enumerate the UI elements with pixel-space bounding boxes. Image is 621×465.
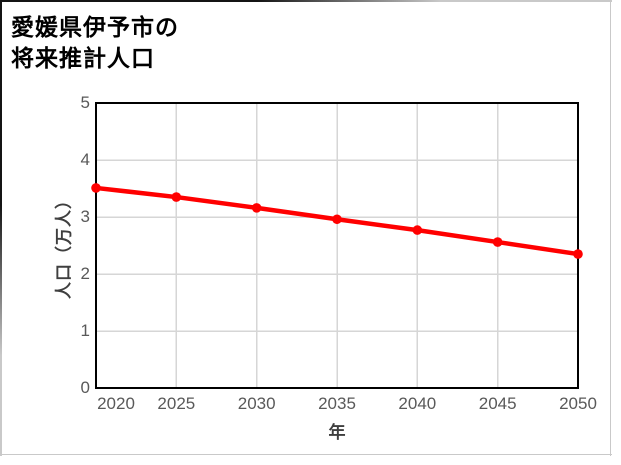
widget-border-left xyxy=(0,0,2,456)
y-tick-label-5: 5 xyxy=(80,93,90,112)
y-tick-label-3: 3 xyxy=(80,207,90,226)
x-tick-label-2045: 2045 xyxy=(478,394,517,413)
widget-border-right xyxy=(610,0,611,456)
chart-title-line2: 将来推計人口 xyxy=(11,45,155,71)
plot-area xyxy=(91,102,583,389)
data-point-2040 xyxy=(412,225,423,235)
data-point-2050 xyxy=(573,249,583,259)
y-tick-label-2: 2 xyxy=(80,264,90,283)
chart-title-line1: 愛媛県伊予市の xyxy=(11,14,179,40)
x-tick-label-2050: 2050 xyxy=(559,394,597,413)
data-point-2035 xyxy=(332,214,342,225)
data-point-2025 xyxy=(171,192,182,202)
data-point-2020 xyxy=(91,183,101,193)
x-tick-label-2020: 2020 xyxy=(97,394,135,413)
plot-border xyxy=(95,102,579,389)
widget-border-top xyxy=(0,0,612,2)
data-point-2030 xyxy=(251,203,262,213)
x-tick-label-2025: 2025 xyxy=(157,394,196,413)
widget-border-bottom xyxy=(0,454,612,455)
y-tick-label-1: 1 xyxy=(80,321,90,340)
x-tick-label-2040: 2040 xyxy=(398,394,437,413)
data-point-2045 xyxy=(492,237,503,247)
y-axis-title: 人口（万人） xyxy=(54,191,74,299)
x-tick-label-2035: 2035 xyxy=(318,394,356,413)
x-axis-title: 年 xyxy=(328,423,346,442)
y-tick-label-0: 0 xyxy=(80,378,90,397)
chart-title: 愛媛県伊予市の 将来推計人口 xyxy=(11,12,179,74)
x-tick-label-2030: 2030 xyxy=(237,394,276,413)
y-axis-tick-labels: 0 1 2 3 4 5 xyxy=(0,0,90,456)
x-axis-tick-labels: 2020 2025 2030 2035 2040 2045 2050 xyxy=(0,394,612,414)
y-tick-label-4: 4 xyxy=(80,150,90,169)
